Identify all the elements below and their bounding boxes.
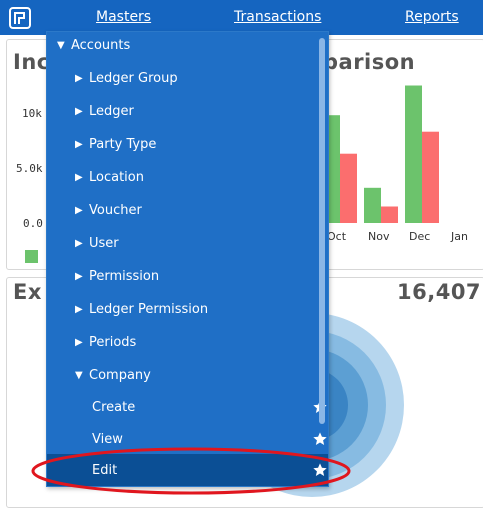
menu-item-label: Periods	[89, 335, 137, 350]
menu-item-company-create[interactable]: Create	[47, 391, 328, 424]
x-tick-label: Jan	[451, 230, 468, 243]
menu-item-label: User	[89, 236, 119, 251]
x-tick-label: Dec	[409, 230, 431, 243]
caret-right-icon: ▶	[75, 238, 83, 249]
top-nav-bar: Masters Transactions Reports	[0, 0, 483, 35]
menu-item-permission[interactable]: ▶ Permission	[47, 260, 328, 293]
caret-right-icon: ▶	[75, 304, 83, 315]
caret-right-icon: ▶	[75, 73, 83, 84]
menu-item-label: Edit	[92, 463, 118, 478]
menu-item-label: Voucher	[89, 203, 142, 218]
menu-item-label: Party Type	[89, 137, 157, 152]
menu-item-periods[interactable]: ▶ Periods	[47, 326, 328, 359]
highlight-ellipse-annotation	[31, 447, 351, 495]
menu-group-company-label: Company	[89, 368, 151, 383]
menu-group-accounts-label: Accounts	[71, 38, 131, 53]
nav-reports-label: Reports	[405, 9, 459, 25]
x-tick-label: Oct	[327, 230, 347, 243]
caret-right-icon: ▶	[75, 172, 83, 183]
nav-masters[interactable]: Masters	[96, 9, 151, 25]
income-card-title-right: parison	[323, 50, 416, 74]
expense-total-value: 16,407	[397, 280, 482, 304]
menu-item-voucher[interactable]: ▶ Voucher	[47, 194, 328, 227]
x-tick-label: Nov	[368, 230, 390, 243]
caret-right-icon: ▶	[75, 106, 83, 117]
y-tick-label: 0.0	[23, 217, 43, 230]
caret-right-icon: ▶	[75, 205, 83, 216]
bar-dec-series-1	[405, 85, 422, 223]
menu-item-user[interactable]: ▶ User	[47, 227, 328, 260]
nav-reports[interactable]: Reports	[405, 9, 459, 25]
menu-item-ledger-group[interactable]: ▶ Ledger Group	[47, 62, 328, 95]
legend-swatch-income	[25, 250, 38, 263]
menu-item-label: Ledger Group	[89, 71, 178, 86]
caret-right-icon: ▶	[75, 139, 83, 150]
bar-nov-series-2	[381, 206, 398, 223]
menu-scrollbar[interactable]	[319, 38, 325, 424]
menu-group-company[interactable]: ▼ Company	[47, 359, 328, 392]
caret-right-icon: ▶	[75, 337, 83, 348]
menu-item-label: Create	[92, 400, 136, 415]
bar-nov-series-1	[364, 187, 381, 223]
menu-item-company-edit[interactable]: Edit	[47, 454, 328, 486]
caret-down-icon: ▼	[75, 370, 83, 381]
nav-masters-label: Masters	[96, 9, 152, 25]
masters-dropdown-menu: ▼ Accounts ▶ Ledger Group ▶ Ledger ▶ Par…	[46, 31, 329, 487]
bar-oct-series-2	[340, 153, 357, 223]
menu-item-label: Permission	[89, 269, 160, 284]
expense-card-title-left: Ex	[13, 280, 42, 304]
menu-item-company-view[interactable]: View	[47, 423, 328, 456]
app-logo-icon[interactable]	[9, 7, 31, 29]
favorite-star-icon[interactable]	[312, 431, 328, 447]
favorite-star-icon[interactable]	[312, 462, 328, 478]
caret-down-icon: ▼	[57, 40, 65, 51]
nav-transactions-label: Transactions	[234, 9, 322, 25]
nav-transactions[interactable]: Transactions	[234, 9, 321, 25]
menu-group-accounts[interactable]: ▼ Accounts	[47, 32, 328, 62]
income-card-title-left: Inc	[13, 50, 50, 74]
y-tick-label: 5.0k	[16, 162, 43, 175]
menu-item-party-type[interactable]: ▶ Party Type	[47, 128, 328, 161]
menu-item-label: Ledger	[89, 104, 134, 119]
menu-item-ledger-permission[interactable]: ▶ Ledger Permission	[47, 293, 328, 326]
menu-item-label: Ledger Permission	[89, 302, 209, 317]
caret-right-icon: ▶	[75, 271, 83, 282]
menu-item-label: Location	[89, 170, 144, 185]
menu-item-location[interactable]: ▶ Location	[47, 161, 328, 194]
y-tick-label: 10k	[22, 107, 42, 120]
bar-dec-series-2	[422, 131, 439, 223]
menu-item-ledger[interactable]: ▶ Ledger	[47, 95, 328, 128]
menu-item-label: View	[92, 432, 123, 447]
